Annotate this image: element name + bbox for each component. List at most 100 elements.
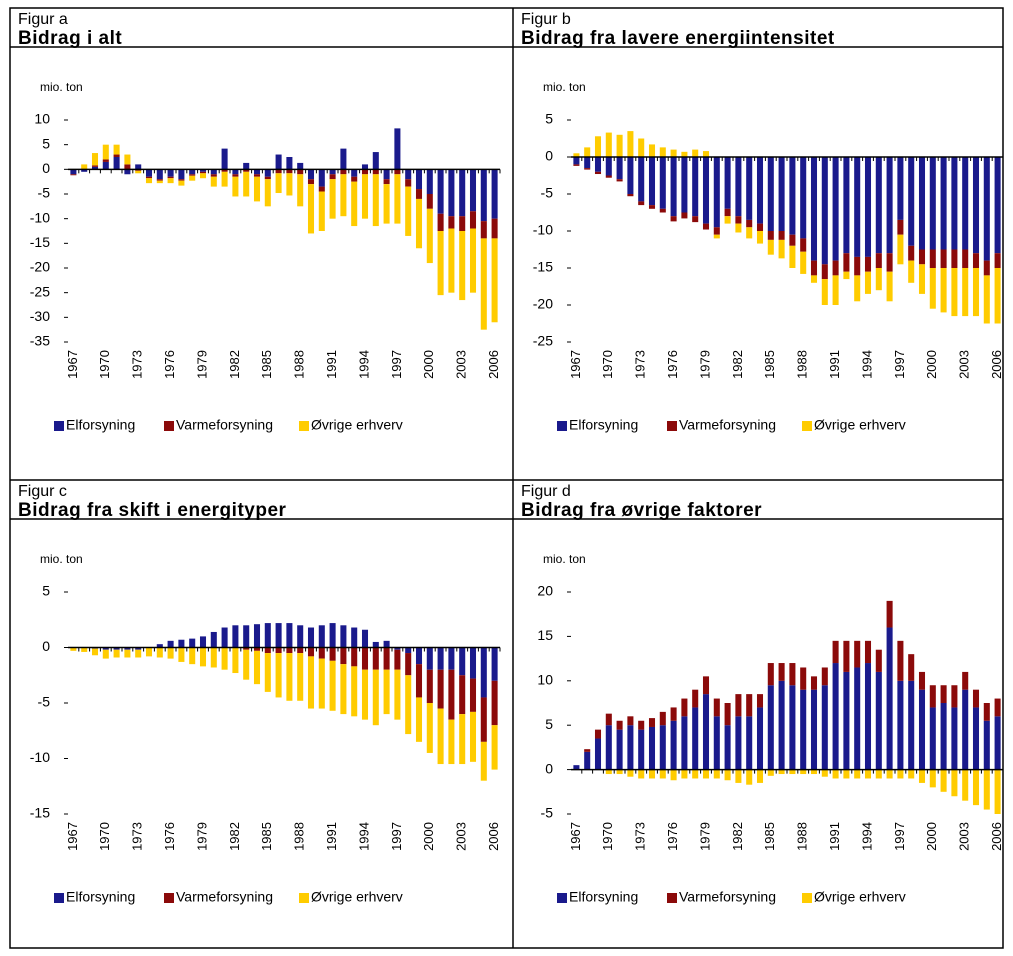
bar <box>724 208 731 217</box>
bar <box>459 231 466 301</box>
bar <box>681 698 688 717</box>
bar <box>670 707 677 721</box>
bar <box>702 157 710 224</box>
bar <box>243 171 250 197</box>
bar <box>584 147 591 157</box>
bar <box>789 234 796 246</box>
bar <box>918 264 926 294</box>
bar <box>616 134 623 157</box>
x-tick-label: 1967 <box>568 822 583 851</box>
bar <box>627 157 634 194</box>
bar <box>951 685 958 708</box>
bar <box>778 239 785 259</box>
bar <box>832 640 839 664</box>
x-tick-label: 2000 <box>924 350 939 379</box>
bar <box>405 653 412 676</box>
bar <box>372 647 379 670</box>
bar <box>394 669 401 720</box>
bar <box>800 238 807 252</box>
bar <box>821 685 828 770</box>
bar <box>286 623 293 648</box>
bar <box>351 169 358 177</box>
bar <box>264 623 271 648</box>
legend-swatch <box>299 421 309 431</box>
bar <box>821 769 828 777</box>
bar <box>897 234 904 265</box>
bar <box>627 131 634 157</box>
x-tick-label: 2003 <box>957 350 972 379</box>
bar <box>962 157 969 250</box>
figure-label: Figur b <box>521 11 571 28</box>
bar <box>594 171 602 175</box>
bar <box>469 647 477 679</box>
bar <box>264 653 271 692</box>
bar <box>307 647 315 657</box>
bar <box>297 162 304 170</box>
bar <box>480 221 487 239</box>
bar <box>746 769 753 785</box>
x-tick-label: 1991 <box>827 350 842 379</box>
bar <box>746 157 753 220</box>
bar <box>124 169 131 175</box>
x-tick-label: 1991 <box>324 822 339 851</box>
bar <box>616 720 623 730</box>
legend-swatch <box>802 421 812 431</box>
bar <box>864 271 872 294</box>
x-tick-label: 1994 <box>356 350 371 379</box>
bar <box>415 189 423 199</box>
bar <box>91 165 99 167</box>
bar <box>437 647 444 670</box>
bar <box>864 640 872 664</box>
bar <box>275 154 282 170</box>
y-tick-label: -20 <box>30 259 50 275</box>
bar <box>616 769 623 775</box>
bar <box>340 664 347 715</box>
legend-label: Elforsyning <box>569 417 638 433</box>
bar <box>810 676 818 690</box>
bar <box>681 212 688 219</box>
bar <box>264 169 271 177</box>
bar <box>832 663 839 770</box>
y-tick-label: -5 <box>38 185 51 201</box>
bar <box>275 173 282 194</box>
bar <box>605 725 612 770</box>
bar <box>340 625 347 648</box>
bar <box>124 154 131 165</box>
bar <box>264 647 271 654</box>
bar <box>746 716 753 770</box>
bar <box>605 769 612 775</box>
bar <box>113 157 120 170</box>
bar <box>415 198 423 249</box>
bar <box>480 238 487 330</box>
legend-label: Varmeforsyning <box>176 889 273 905</box>
x-tick-label: 1994 <box>859 350 874 379</box>
bar <box>821 279 828 305</box>
x-tick-label: 1988 <box>795 350 810 379</box>
bar <box>724 216 731 224</box>
bar <box>469 678 477 712</box>
bar <box>994 698 1001 717</box>
bar <box>232 174 239 177</box>
bar <box>972 253 980 268</box>
legend-label: Øvrige erhverv <box>814 889 906 905</box>
bar <box>232 647 239 674</box>
bar <box>156 179 163 181</box>
bar <box>307 627 315 648</box>
bar <box>113 649 120 658</box>
bar <box>832 275 839 305</box>
bar <box>307 169 315 180</box>
bar <box>124 647 131 650</box>
bar <box>361 629 369 648</box>
bar <box>724 703 731 726</box>
legend-swatch <box>557 421 567 431</box>
bar <box>854 667 861 770</box>
bar <box>480 647 487 698</box>
bar <box>199 647 207 667</box>
bar <box>940 685 947 703</box>
bar <box>275 623 282 648</box>
bar <box>383 179 390 185</box>
bar <box>221 169 228 172</box>
bar <box>584 751 591 770</box>
legend-swatch <box>802 893 812 903</box>
bar <box>789 663 796 686</box>
